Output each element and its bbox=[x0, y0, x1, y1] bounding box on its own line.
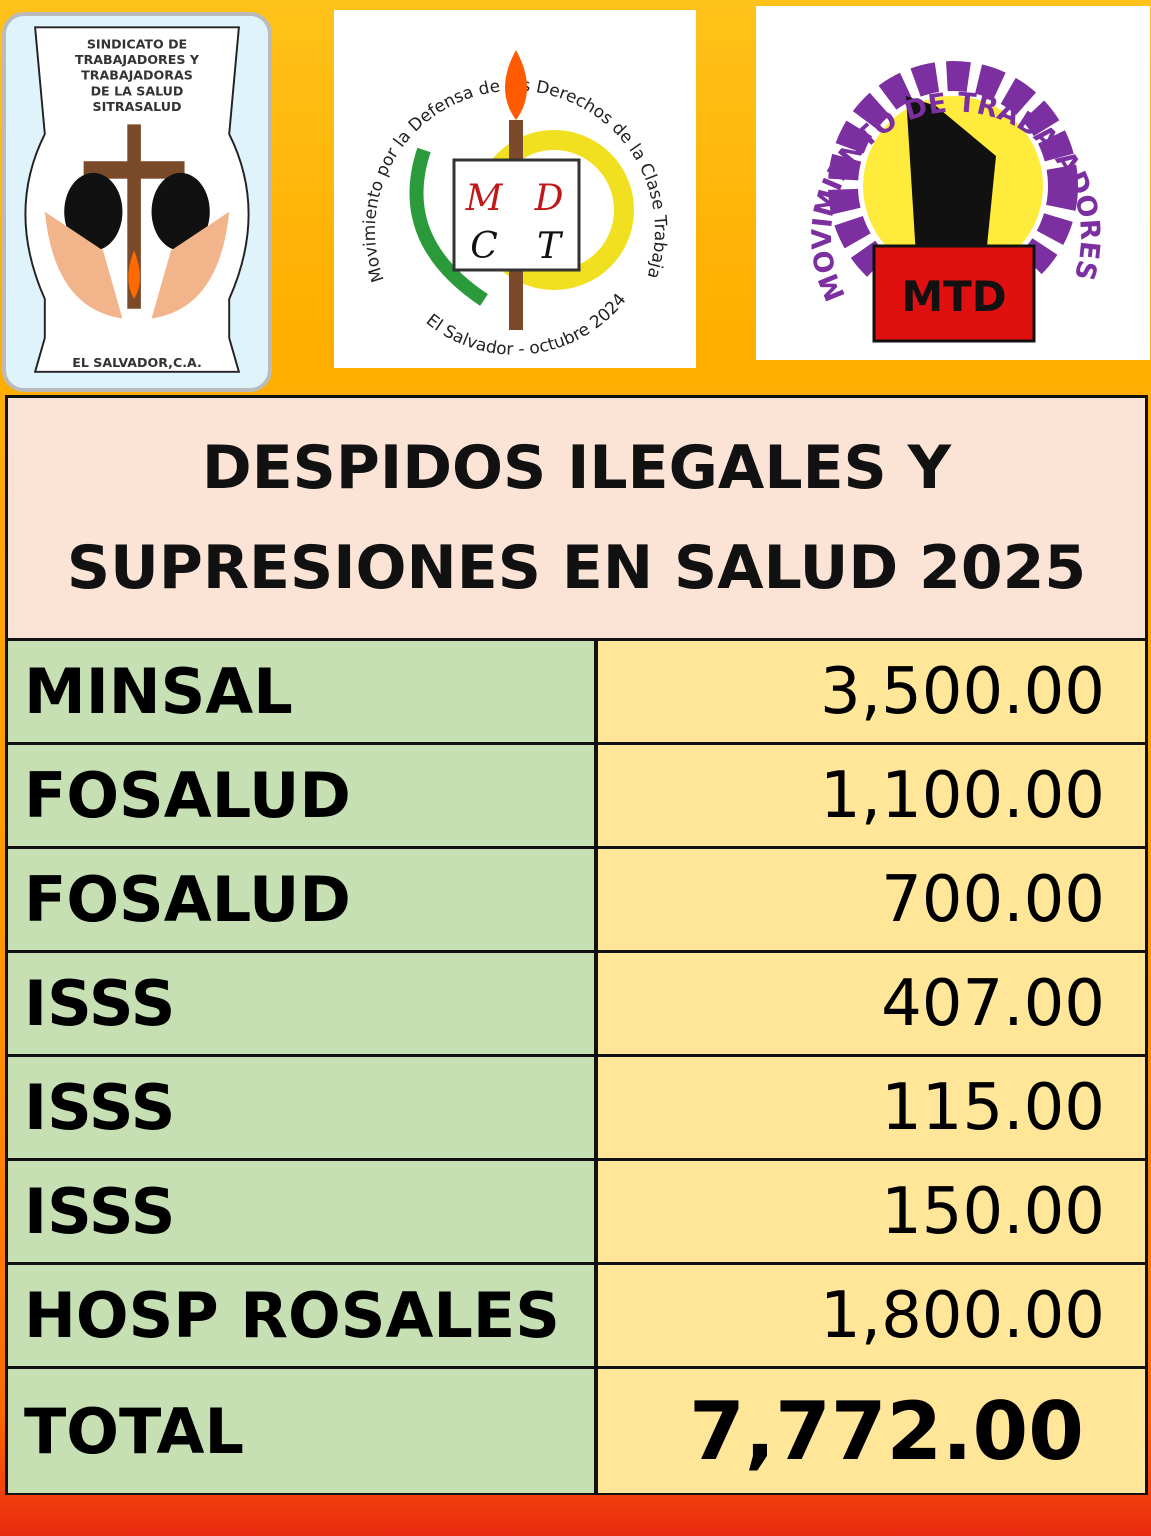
table-row: FOSALUD 1,100.00 bbox=[8, 745, 1145, 849]
logo-text: SITRASALUD bbox=[93, 99, 182, 114]
institution-label: ISSS bbox=[8, 1057, 598, 1158]
table-row: MINSAL 3,500.00 bbox=[8, 641, 1145, 745]
logo-text: EL SALVADOR,C.A. bbox=[72, 355, 202, 370]
logo-text: TRABAJADORES Y bbox=[75, 52, 200, 67]
svg-text:El Salvador - octubre 2024: El Salvador - octubre 2024 bbox=[422, 290, 630, 360]
logo-letter: C bbox=[470, 226, 498, 267]
table-row: ISSS 150.00 bbox=[8, 1161, 1145, 1265]
logo-text: TRABAJADORAS bbox=[81, 68, 193, 83]
table-row: ISSS 407.00 bbox=[8, 953, 1145, 1057]
dismissals-table: DESPIDOS ILEGALES Y SUPRESIONES EN SALUD… bbox=[5, 395, 1148, 1495]
institution-label: ISSS bbox=[8, 1161, 598, 1262]
table-row: HOSP ROSALES 1,800.00 bbox=[8, 1265, 1145, 1369]
dismissal-count: 150.00 bbox=[598, 1161, 1145, 1262]
logo-ring-text: El Salvador - octubre 2024 bbox=[422, 290, 630, 360]
book-icon bbox=[452, 158, 581, 272]
flame-icon bbox=[128, 250, 140, 300]
logo-text: DE LA SALUD bbox=[91, 83, 184, 98]
worker-flag-icon bbox=[906, 96, 996, 256]
logo-letter: T bbox=[537, 226, 564, 267]
dismissal-count: 700.00 bbox=[598, 849, 1145, 950]
logo-text: SINDICATO DE bbox=[87, 37, 187, 52]
total-label: TOTAL bbox=[8, 1369, 598, 1493]
table-row: FOSALUD 700.00 bbox=[8, 849, 1145, 953]
total-value: 7,772.00 bbox=[598, 1369, 1145, 1493]
title-line: SUPRESIONES EN SALUD 2025 bbox=[66, 533, 1087, 603]
institution-label: FOSALUD bbox=[8, 745, 598, 846]
logo-letter: D bbox=[534, 178, 564, 219]
dismissal-count: 1,100.00 bbox=[598, 745, 1145, 846]
logo-letter: M bbox=[465, 178, 504, 219]
dismissal-count: 3,500.00 bbox=[598, 641, 1145, 742]
sitrasalud-logo: SINDICATO DE TRABAJADORES Y TRABAJADORAS… bbox=[2, 12, 272, 392]
table-row: ISSS 115.00 bbox=[8, 1057, 1145, 1161]
institution-label: ISSS bbox=[8, 953, 598, 1054]
institution-label: HOSP ROSALES bbox=[8, 1265, 598, 1366]
mdct-logo: Movimiento por la Defensa de los Derecho… bbox=[334, 10, 696, 368]
torch-flame-icon bbox=[505, 50, 527, 120]
mtd-logo: MTD MOVIMIENTO DE TRABAJADORES DESPEDIDO… bbox=[756, 6, 1150, 360]
table-title: DESPIDOS ILEGALES Y SUPRESIONES EN SALUD… bbox=[8, 398, 1145, 641]
total-row: TOTAL 7,772.00 bbox=[8, 1369, 1145, 1493]
logo-badge-text: MTD bbox=[901, 272, 1006, 321]
institution-label: MINSAL bbox=[8, 641, 598, 742]
institution-label: FOSALUD bbox=[8, 849, 598, 950]
title-line: DESPIDOS ILEGALES Y bbox=[201, 433, 952, 503]
dismissal-count: 407.00 bbox=[598, 953, 1145, 1054]
dismissal-count: 1,800.00 bbox=[598, 1265, 1145, 1366]
dismissal-count: 115.00 bbox=[598, 1057, 1145, 1158]
